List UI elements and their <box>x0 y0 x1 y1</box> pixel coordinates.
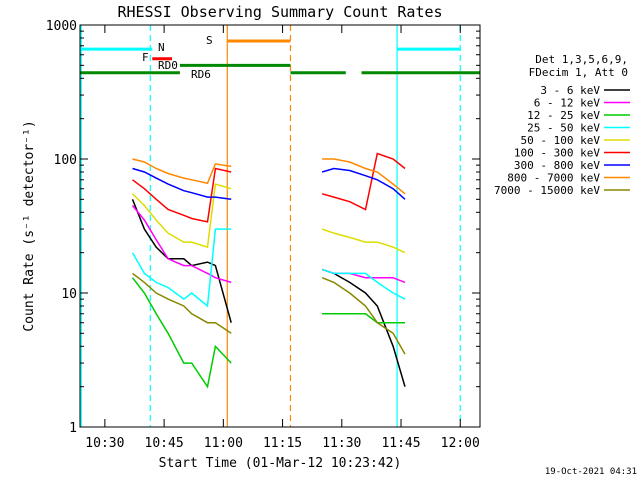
plot-area: N S F RD0 RD6 <box>80 25 480 427</box>
plot-frame <box>79 24 481 428</box>
x-tick-label: 10:30 <box>85 436 124 451</box>
series-line <box>132 272 406 355</box>
y-tick-label: 100 <box>54 153 77 168</box>
legend-header: FDecim 1, Att 0 <box>529 66 628 79</box>
legend-label: 50 - 100 keV <box>521 134 601 147</box>
flag-label: RD6 <box>191 68 211 81</box>
x-tick-label: 11:45 <box>381 436 420 451</box>
series-line <box>131 183 406 254</box>
series-line <box>132 158 406 195</box>
series-line <box>131 205 406 284</box>
y-tick-label: 1000 <box>46 19 77 34</box>
legend-label: 12 - 25 keV <box>527 109 600 122</box>
x-tick-label: 11:30 <box>322 436 361 451</box>
chart-title: RHESSI Observing Summary Count Rates <box>117 3 442 21</box>
legend-label: 25 - 50 keV <box>527 122 600 135</box>
legend-label: 800 - 7000 keV <box>507 172 600 185</box>
y-axis-label: Count Rate (s⁻¹ detector⁻¹) <box>22 120 37 331</box>
axes: 10:30 10:45 11:00 11:15 11:30 11:45 12:00 1 10 10… <box>46 19 480 451</box>
series-line <box>131 277 405 389</box>
x-axis-label: Start Time (01-Mar-12 10:23:42) <box>159 456 402 471</box>
flag-label: S <box>206 34 213 47</box>
y-tick-label: 1 <box>69 421 77 436</box>
flag-label: F <box>142 51 149 64</box>
series-line <box>132 167 406 201</box>
series-line <box>132 152 406 223</box>
x-tick-label: 10:45 <box>145 436 184 451</box>
legend: Det 1,3,5,6,9,FDecim 1, Att 0 3 - 6 keV6 … <box>494 53 630 197</box>
legend-label: 6 - 12 keV <box>534 97 601 110</box>
series-line <box>131 199 406 387</box>
timestamp: 19-Oct-2021 04:31 <box>545 467 637 477</box>
x-tick-label: 11:15 <box>263 436 302 451</box>
flag-label: N <box>158 41 165 54</box>
x-tick-label: 11:00 <box>204 436 243 451</box>
legend-header: Det 1,3,5,6,9, <box>535 53 628 66</box>
x-tick-label: 12:00 <box>441 436 480 451</box>
series-line <box>131 228 406 308</box>
legend-label: 300 - 800 keV <box>514 159 600 172</box>
flag-label: RD0 <box>158 59 178 72</box>
legend-label: 100 - 300 keV <box>514 147 600 160</box>
legend-label: 3 - 6 keV <box>540 84 600 97</box>
y-tick-label: 10 <box>61 287 77 302</box>
legend-label: 7000 - 15000 keV <box>494 184 600 197</box>
